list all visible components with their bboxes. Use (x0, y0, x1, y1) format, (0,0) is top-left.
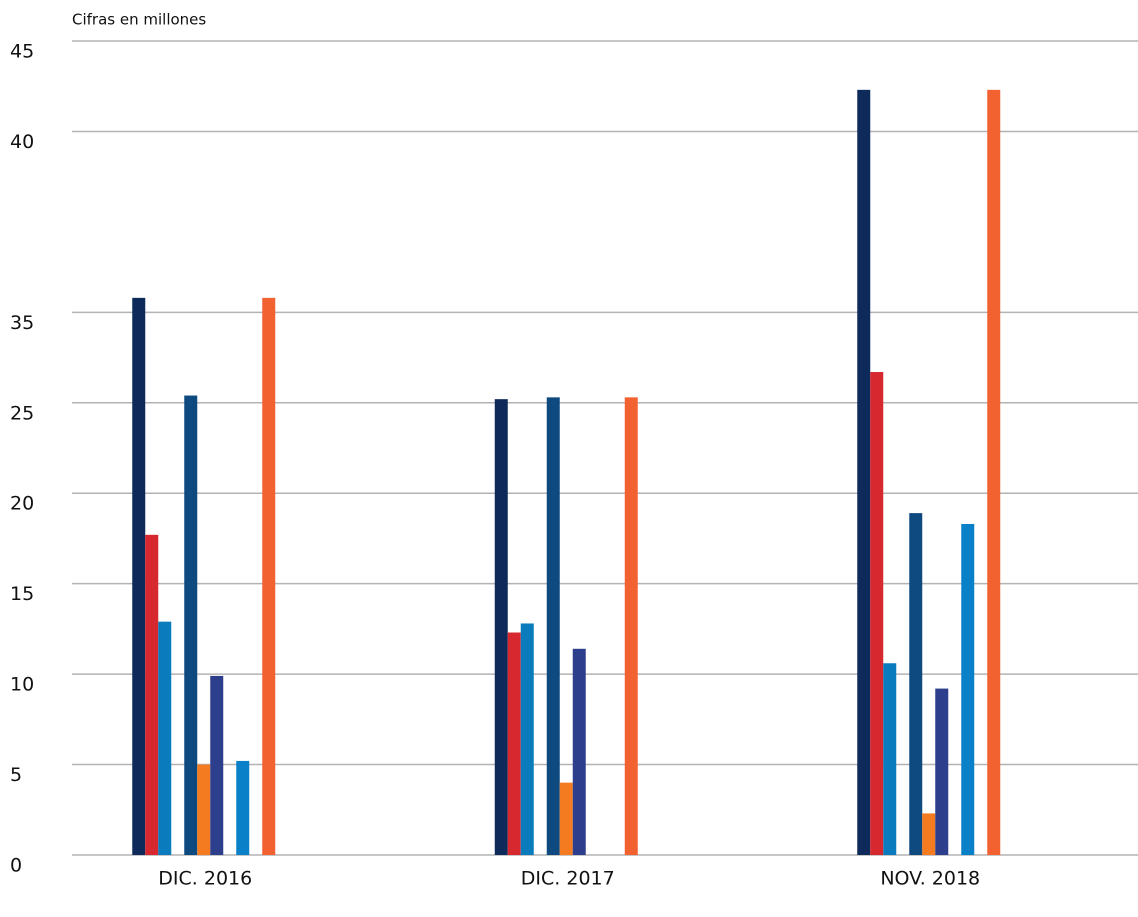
bar (624, 397, 638, 855)
y-tick-label: 5 (10, 764, 22, 786)
x-tick-label: DIC. 2016 (158, 868, 252, 890)
y-tick-label: 20 (10, 493, 34, 515)
bar (883, 663, 897, 855)
bar (909, 513, 923, 855)
bar (520, 623, 534, 855)
y-tick-label: 25 (10, 402, 34, 424)
y-tick-label: 0 (10, 855, 22, 877)
y-tick-label: 10 (10, 674, 34, 696)
bar (184, 395, 198, 855)
bar (158, 621, 172, 855)
y-tick-label: 45 (10, 41, 34, 63)
bar (870, 372, 884, 855)
bar (935, 688, 949, 855)
bar (236, 760, 250, 855)
bar (559, 782, 573, 855)
chart-subtitle: Cifras en millones (72, 11, 206, 29)
bar (572, 648, 586, 855)
bar (857, 89, 871, 856)
bar (197, 764, 211, 855)
x-tick-label: DIC. 2017 (521, 868, 615, 890)
bar (262, 297, 276, 856)
bar (507, 632, 521, 855)
bar (210, 675, 224, 855)
y-tick-label: 40 (10, 131, 34, 153)
bar (961, 523, 975, 855)
bar (132, 297, 146, 856)
bar (546, 397, 560, 855)
bar (922, 813, 936, 855)
y-tick-label: 15 (10, 583, 34, 605)
bar (145, 534, 159, 855)
y-tick-label: 35 (10, 312, 34, 334)
bar (494, 399, 508, 855)
x-tick-label: NOV. 2018 (880, 868, 980, 890)
bar (987, 89, 1001, 856)
